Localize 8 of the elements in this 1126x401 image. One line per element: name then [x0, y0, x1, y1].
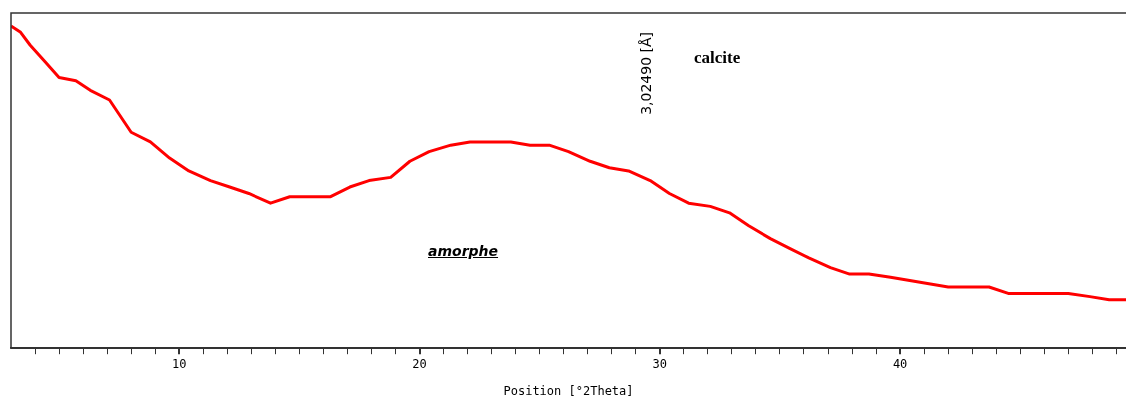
- annotation: calcite: [694, 48, 741, 68]
- annotation: 3,02490 [Å]: [638, 32, 654, 115]
- x-tick-label: 10: [171, 356, 187, 371]
- x-tick-label: 30: [652, 356, 668, 371]
- x-axis-title: Position [°2Theta]: [503, 383, 634, 398]
- annotation: amorphe: [428, 243, 499, 259]
- x-tick-label: 40: [892, 356, 908, 371]
- x-tick-label: 20: [412, 356, 427, 371]
